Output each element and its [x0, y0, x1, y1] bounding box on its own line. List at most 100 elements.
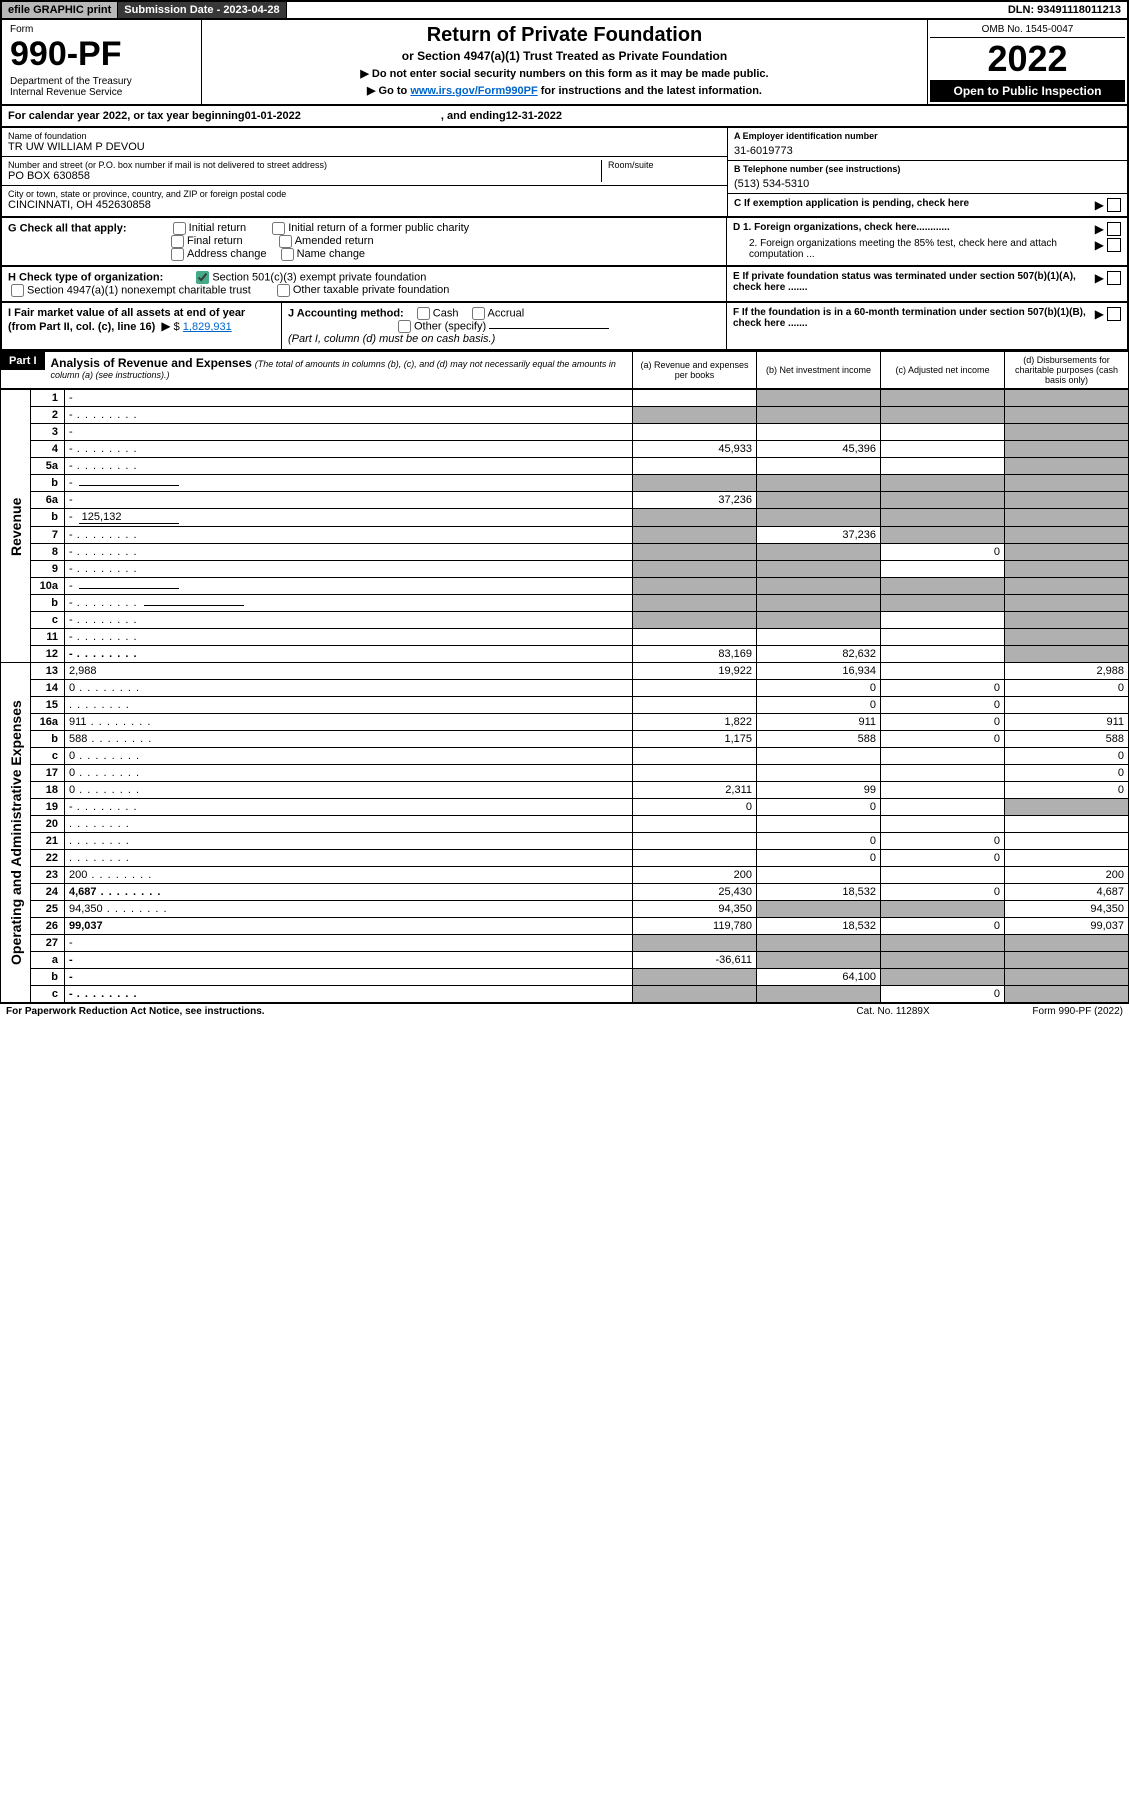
line-val-d: 911	[1005, 714, 1129, 731]
line-num: b	[31, 475, 65, 492]
line-val-d	[1005, 390, 1129, 407]
col-a-head: (a) Revenue and expenses per books	[632, 352, 756, 388]
line-val-b	[757, 561, 881, 578]
line-val-c	[881, 748, 1005, 765]
d2-label: 2. Foreign organizations meeting the 85%…	[749, 238, 1092, 260]
line-num: b	[31, 509, 65, 527]
h-other-checkbox[interactable]	[277, 284, 290, 297]
line-val-b	[757, 407, 881, 424]
footer-left: For Paperwork Reduction Act Notice, see …	[6, 1006, 265, 1017]
e-checkbox[interactable]	[1107, 271, 1121, 285]
line-val-c	[881, 390, 1005, 407]
irs-link[interactable]: www.irs.gov/Form990PF	[410, 85, 537, 97]
line-desc: -	[65, 952, 633, 969]
line-val-a	[633, 765, 757, 782]
form-number: 990-PF	[10, 35, 193, 74]
d2-checkbox[interactable]	[1107, 238, 1121, 252]
city-label: City or town, state or province, country…	[8, 189, 721, 199]
j-accrual-checkbox[interactable]	[472, 307, 485, 320]
line-desc: - . . . . . . . .	[65, 595, 633, 612]
line-num: 23	[31, 867, 65, 884]
line-row-b: b- . . . . . . . .	[1, 595, 1129, 612]
line-row-17: 170 . . . . . . . .0	[1, 765, 1129, 782]
line-row-5a: 5a- . . . . . . . .	[1, 458, 1129, 475]
line-desc: - . . . . . . . .	[65, 986, 633, 1003]
line-val-b	[757, 458, 881, 475]
line-num: c	[31, 612, 65, 629]
line-row-22: 22 . . . . . . . .00	[1, 850, 1129, 867]
foundation-address: PO BOX 630858	[8, 170, 601, 182]
efile-print-button[interactable]: efile GRAPHIC print	[2, 2, 118, 18]
line-val-a: 25,430	[633, 884, 757, 901]
phone-label: B Telephone number (see instructions)	[734, 164, 1121, 174]
g-amended-return[interactable]	[279, 235, 292, 248]
line-row-13: Operating and Administrative Expenses132…	[1, 663, 1129, 680]
line-val-c	[881, 458, 1005, 475]
line-val-a	[633, 509, 757, 527]
line-desc: - . . . . . . . .	[65, 458, 633, 475]
line-val-b	[757, 629, 881, 646]
g-opt-5: Name change	[297, 248, 366, 260]
g-initial-former[interactable]	[272, 222, 285, 235]
line-desc: 0 . . . . . . . .	[65, 782, 633, 799]
i-value[interactable]: 1,829,931	[183, 321, 232, 333]
cal-end: 12-31-2022	[506, 110, 562, 122]
d1-checkbox[interactable]	[1107, 222, 1121, 236]
cal-mid: , and ending	[441, 110, 506, 122]
col-d-head: (d) Disbursements for charitable purpose…	[1004, 352, 1128, 388]
g-final-return[interactable]	[171, 235, 184, 248]
line-val-d	[1005, 799, 1129, 816]
lines-table: Revenue1-2- . . . . . . . .3-4- . . . . …	[0, 389, 1129, 1003]
g-address-change[interactable]	[171, 248, 184, 261]
h-501c3-checkbox[interactable]	[196, 271, 209, 284]
line-row-a: a--36,611	[1, 952, 1129, 969]
line-val-d: 94,350	[1005, 901, 1129, 918]
f-checkbox[interactable]	[1107, 307, 1121, 321]
revenue-side-label: Revenue	[1, 390, 31, 663]
line-num: b	[31, 595, 65, 612]
line-val-a	[633, 697, 757, 714]
e-block: E If private foundation status was termi…	[727, 267, 1127, 301]
line-desc: . . . . . . . .	[65, 833, 633, 850]
g-initial-return[interactable]	[173, 222, 186, 235]
line-val-c	[881, 561, 1005, 578]
line-val-a: 2,311	[633, 782, 757, 799]
line-row-21: 21 . . . . . . . .00	[1, 833, 1129, 850]
phone-cell: B Telephone number (see instructions) (5…	[728, 161, 1127, 194]
line-row-24: 244,687 . . . . . . . .25,43018,53204,68…	[1, 884, 1129, 901]
line-val-c: 0	[881, 850, 1005, 867]
line-num: 9	[31, 561, 65, 578]
line-row-18: 180 . . . . . . . .2,311990	[1, 782, 1129, 799]
line-val-b: 18,532	[757, 918, 881, 935]
line-val-a	[633, 816, 757, 833]
line-val-a	[633, 680, 757, 697]
form-title: Return of Private Foundation	[212, 24, 917, 47]
line-val-b	[757, 595, 881, 612]
line-val-c: 0	[881, 731, 1005, 748]
line-num: 2	[31, 407, 65, 424]
c-exemption-row: C If exemption application is pending, c…	[728, 194, 1127, 216]
line-val-c: 0	[881, 884, 1005, 901]
line-num: 25	[31, 901, 65, 918]
line-num: 5a	[31, 458, 65, 475]
line-num: 22	[31, 850, 65, 867]
line-val-d	[1005, 612, 1129, 629]
line-val-d: 0	[1005, 782, 1129, 799]
line-val-b: 0	[757, 850, 881, 867]
g-name-change[interactable]	[281, 248, 294, 261]
line-val-a	[633, 407, 757, 424]
line-val-d	[1005, 458, 1129, 475]
line-val-b	[757, 475, 881, 492]
h-4947-checkbox[interactable]	[11, 284, 24, 297]
line-val-b: 64,100	[757, 969, 881, 986]
c-checkbox[interactable]	[1107, 198, 1121, 212]
j-other-checkbox[interactable]	[398, 320, 411, 333]
line-val-d: 588	[1005, 731, 1129, 748]
top-bar: efile GRAPHIC print Submission Date - 20…	[0, 0, 1129, 20]
tax-year: 2022	[930, 38, 1125, 80]
line-desc: -	[65, 390, 633, 407]
line-val-b: 82,632	[757, 646, 881, 663]
line-num: 16a	[31, 714, 65, 731]
line-row-9: 9- . . . . . . . .	[1, 561, 1129, 578]
j-cash-checkbox[interactable]	[417, 307, 430, 320]
